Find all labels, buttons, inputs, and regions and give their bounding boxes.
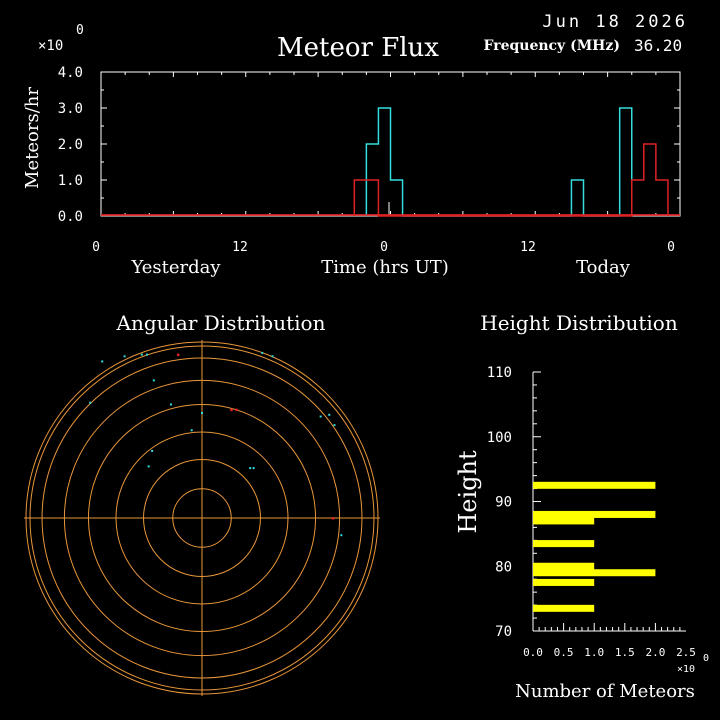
frequency-label: Frequency (MHz) <box>484 38 621 54</box>
polar-point-red <box>176 353 180 357</box>
height-ytick-label: 100 <box>487 430 512 446</box>
height-ytick-labels: 110 100 90 80 70 <box>487 365 512 640</box>
polar-point-cyan <box>170 403 173 406</box>
height-exp-base: ×10 <box>677 664 695 675</box>
height-ytick-label: 70 <box>495 624 512 640</box>
height-bar <box>533 540 595 548</box>
height-title: Height Distribution <box>480 311 678 335</box>
flux-series <box>101 107 680 217</box>
flux-ytick-label: 0.0 <box>58 209 83 225</box>
height-xtick-label: 0.5 <box>554 646 574 659</box>
height-xtick-label: 2.0 <box>645 646 665 659</box>
flux-exp-base: ×10 <box>38 38 63 54</box>
height-ytick-label: 90 <box>495 495 512 511</box>
polar-point-cyan <box>261 351 264 354</box>
polar-point-cyan <box>319 415 322 418</box>
polar-point-cyan <box>89 401 92 404</box>
height-xtick-label: 2.5 <box>676 646 696 659</box>
angular-title: Angular Distribution <box>116 311 326 335</box>
polar-grid <box>24 340 380 696</box>
flux-ytick-label: 4.0 <box>58 65 83 81</box>
flux-xtick-labels: 0 12 0 12 0 <box>92 240 675 255</box>
flux-series-cyan <box>365 107 633 217</box>
height-exp-power: 0 <box>703 653 709 664</box>
date-label: Jun 18 2026 <box>542 12 688 32</box>
label-today: Today <box>576 257 631 278</box>
flux-ytick-label: 3.0 <box>58 101 83 117</box>
height-xtick-label: 0.0 <box>523 646 543 659</box>
height-xtick-label: 1.0 <box>584 646 604 659</box>
flux-xtick-label: 12 <box>232 240 248 255</box>
flux-ytick-label: 1.0 <box>58 173 83 189</box>
height-bar <box>533 604 595 612</box>
height-ylabel: Height <box>454 450 482 534</box>
height-bar <box>533 562 595 570</box>
polar-point-red <box>230 408 233 412</box>
polar-point-cyan <box>147 465 150 468</box>
height-xtick-labels: 0.0 0.5 1.0 1.5 2.0 2.5 <box>523 646 696 659</box>
height-bar <box>533 481 656 489</box>
polar-point-cyan <box>271 355 274 358</box>
height-bar <box>533 578 595 586</box>
polar-point-cyan <box>152 379 155 382</box>
height-xtick-label: 1.5 <box>615 646 635 659</box>
flux-ytick-labels: 4.0 3.0 2.0 1.0 0.0 <box>58 65 83 225</box>
height-ytick-label: 110 <box>487 365 512 381</box>
polar-point-cyan <box>201 412 203 415</box>
polar-point-red <box>331 517 335 520</box>
polar-point-cyan <box>333 424 336 427</box>
flux-series-red <box>353 143 669 217</box>
label-yesterday: Yesterday <box>130 257 221 278</box>
height-bar <box>533 569 656 577</box>
polar-point-cyan <box>151 449 154 452</box>
polar-points <box>89 351 343 537</box>
polar-point-cyan <box>140 353 143 356</box>
height-xlabel: Number of Meteors <box>515 681 695 702</box>
height-axes <box>532 372 686 632</box>
polar-point-cyan <box>249 467 252 470</box>
flux-ytick-label: 2.0 <box>58 137 83 153</box>
chart-title: Meteor Flux <box>277 33 439 63</box>
flux-xtick-label: 0 <box>92 240 100 255</box>
height-bars <box>533 481 656 612</box>
height-bar <box>533 517 595 525</box>
flux-xtick-label: 0 <box>667 240 675 255</box>
polar-point-cyan <box>252 467 255 470</box>
label-time: Time (hrs UT) <box>321 257 449 278</box>
height-ticks <box>532 371 681 632</box>
polar-point-cyan <box>101 360 104 363</box>
height-ytick-label: 80 <box>495 559 512 575</box>
polar-point-red <box>235 408 238 412</box>
polar-point-cyan <box>123 355 126 358</box>
flux-exp-power: 0 <box>76 23 84 38</box>
flux-xtick-label: 0 <box>380 240 388 255</box>
flux-ylabel: Meteors/hr <box>22 87 43 189</box>
polar-point-cyan <box>190 429 193 432</box>
flux-ticks <box>100 71 681 217</box>
polar-point-cyan <box>145 353 148 356</box>
frequency-value: 36.20 <box>634 36 682 55</box>
height-bar <box>533 510 656 518</box>
polar-point-cyan <box>328 413 331 416</box>
flux-xtick-label: 12 <box>520 240 536 255</box>
polar-point-cyan <box>340 534 343 537</box>
